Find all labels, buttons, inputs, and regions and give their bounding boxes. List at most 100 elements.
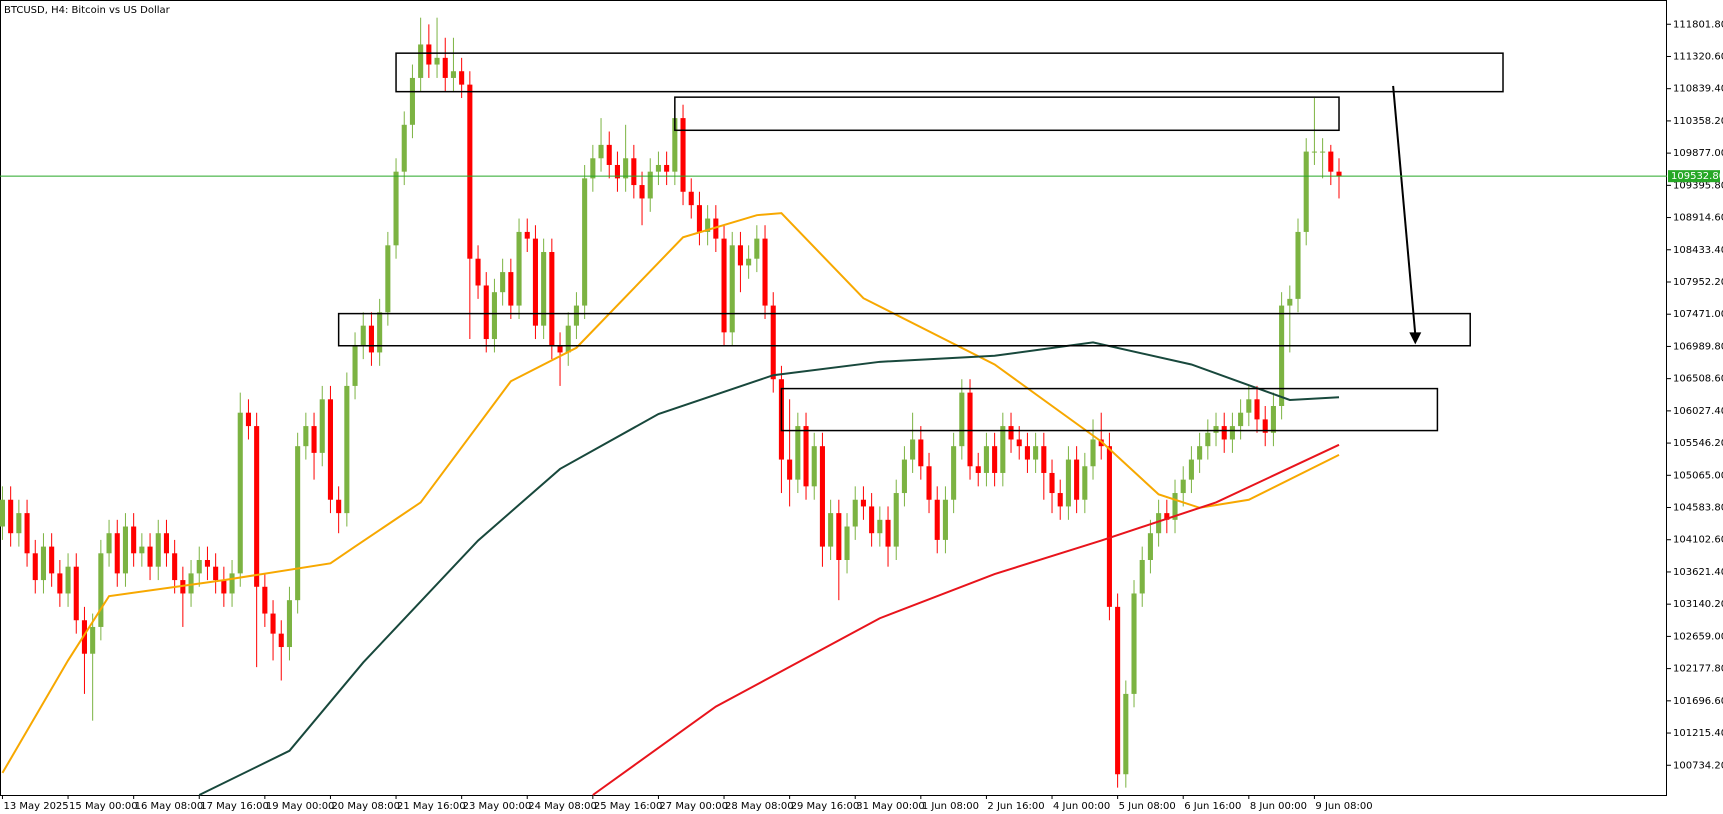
- y-tick-label: 111320.60: [1673, 51, 1723, 62]
- x-tick-label: 27 May 00:00: [659, 801, 728, 812]
- candle-body: [1041, 446, 1047, 473]
- x-tick-label: 24 May 08:00: [528, 801, 597, 812]
- candle-body: [688, 191, 694, 206]
- candle-body: [1320, 151, 1326, 153]
- candle-body: [8, 499, 14, 534]
- candle-body: [131, 526, 137, 554]
- candle-body: [983, 446, 989, 473]
- candle-body: [172, 553, 178, 581]
- candle-body: [475, 258, 481, 286]
- candle-body: [1131, 593, 1137, 694]
- candle-body: [409, 77, 415, 125]
- candle-body: [286, 600, 292, 648]
- candle-body: [1049, 472, 1055, 494]
- candle-body: [828, 513, 834, 547]
- candle-body: [975, 466, 981, 473]
- candle-body: [557, 345, 563, 353]
- candle-body: [114, 533, 120, 574]
- candle-body: [1065, 459, 1071, 507]
- candle-body: [647, 171, 653, 199]
- candle-body: [1287, 298, 1293, 306]
- candle-body: [852, 499, 858, 527]
- candle-body: [385, 245, 391, 313]
- candle-body: [737, 245, 743, 266]
- candle-body: [1311, 151, 1317, 153]
- candle-body: [1074, 459, 1080, 500]
- candle-body: [1033, 446, 1039, 460]
- candle-body: [869, 506, 875, 534]
- candle-body: [1270, 406, 1276, 433]
- candle-body: [942, 499, 948, 540]
- candle-body: [319, 399, 325, 453]
- x-tick-label: 19 May 00:00: [266, 801, 335, 812]
- candle-body: [672, 118, 678, 172]
- candle-body: [254, 426, 260, 587]
- candle-body: [106, 533, 112, 554]
- x-tick-label: 2 Jun 16:00: [987, 801, 1044, 812]
- candle-body: [1164, 513, 1170, 520]
- x-tick-label: 17 May 16:00: [200, 801, 269, 812]
- candle-body: [934, 499, 940, 540]
- candle-body: [57, 573, 63, 594]
- x-tick-label: 28 May 08:00: [725, 801, 794, 812]
- candle-body: [860, 499, 866, 507]
- y-tick-label: 106989.80: [1673, 341, 1723, 352]
- moving-average: [198, 341, 1340, 796]
- candle-body: [811, 446, 817, 487]
- zone-box: [674, 96, 1340, 132]
- zone-box: [337, 312, 1471, 347]
- candle-body: [262, 586, 268, 614]
- candle-body: [803, 426, 809, 487]
- candle-body: [500, 272, 506, 293]
- candle-body: [713, 218, 719, 239]
- plot-frame: [0, 0, 1667, 796]
- candle-body: [918, 439, 924, 467]
- y-tick-label: 107952.20: [1673, 277, 1723, 288]
- candle-body: [565, 325, 571, 353]
- candle-body: [221, 580, 227, 594]
- candle-body: [1197, 446, 1203, 460]
- y-tick-label: 108433.40: [1673, 245, 1723, 256]
- candle-body: [1303, 151, 1309, 232]
- zone-box: [395, 52, 1504, 93]
- candle-body: [1221, 426, 1227, 440]
- candle-body: [598, 144, 604, 159]
- y-tick-label: 103140.20: [1673, 599, 1723, 610]
- y-tick-label: 106508.60: [1673, 374, 1723, 385]
- candle-body: [483, 285, 489, 340]
- candle-body: [1238, 412, 1244, 427]
- y-tick-label: 111801.80: [1673, 19, 1723, 30]
- arrow: [1392, 85, 1417, 335]
- candle-body: [163, 533, 169, 554]
- candle-body: [418, 44, 424, 78]
- candle-body: [1188, 459, 1194, 480]
- candle-body: [65, 566, 71, 594]
- x-tick-label: 16 May 08:00: [135, 801, 204, 812]
- candle-body: [491, 292, 497, 340]
- candle-body: [90, 626, 96, 654]
- candle-body: [590, 158, 596, 179]
- price-label: 109532.80: [1671, 171, 1723, 182]
- candle-body: [327, 399, 333, 500]
- x-tick-label: 31 May 00:00: [856, 801, 925, 812]
- candle-body: [1246, 399, 1252, 413]
- candle-body: [729, 245, 735, 333]
- y-tick-label: 110839.40: [1673, 84, 1723, 95]
- y-tick-label: 105546.20: [1673, 438, 1723, 449]
- candle-body: [426, 44, 432, 65]
- candle-body: [844, 526, 850, 560]
- candle-body: [524, 231, 530, 239]
- candle-body: [122, 526, 128, 574]
- candle-body: [910, 439, 916, 460]
- y-tick-label: 107471.00: [1673, 309, 1723, 320]
- candle-body: [1147, 533, 1153, 560]
- candle-body: [746, 258, 752, 266]
- chart-title: BTCUSD, H4: Bitcoin vs US Dollar: [4, 5, 171, 16]
- candle-body: [336, 499, 342, 514]
- candle-body: [49, 546, 55, 574]
- y-tick-label: 106027.40: [1673, 406, 1723, 417]
- candle-body: [344, 385, 350, 514]
- candle-body: [196, 559, 202, 574]
